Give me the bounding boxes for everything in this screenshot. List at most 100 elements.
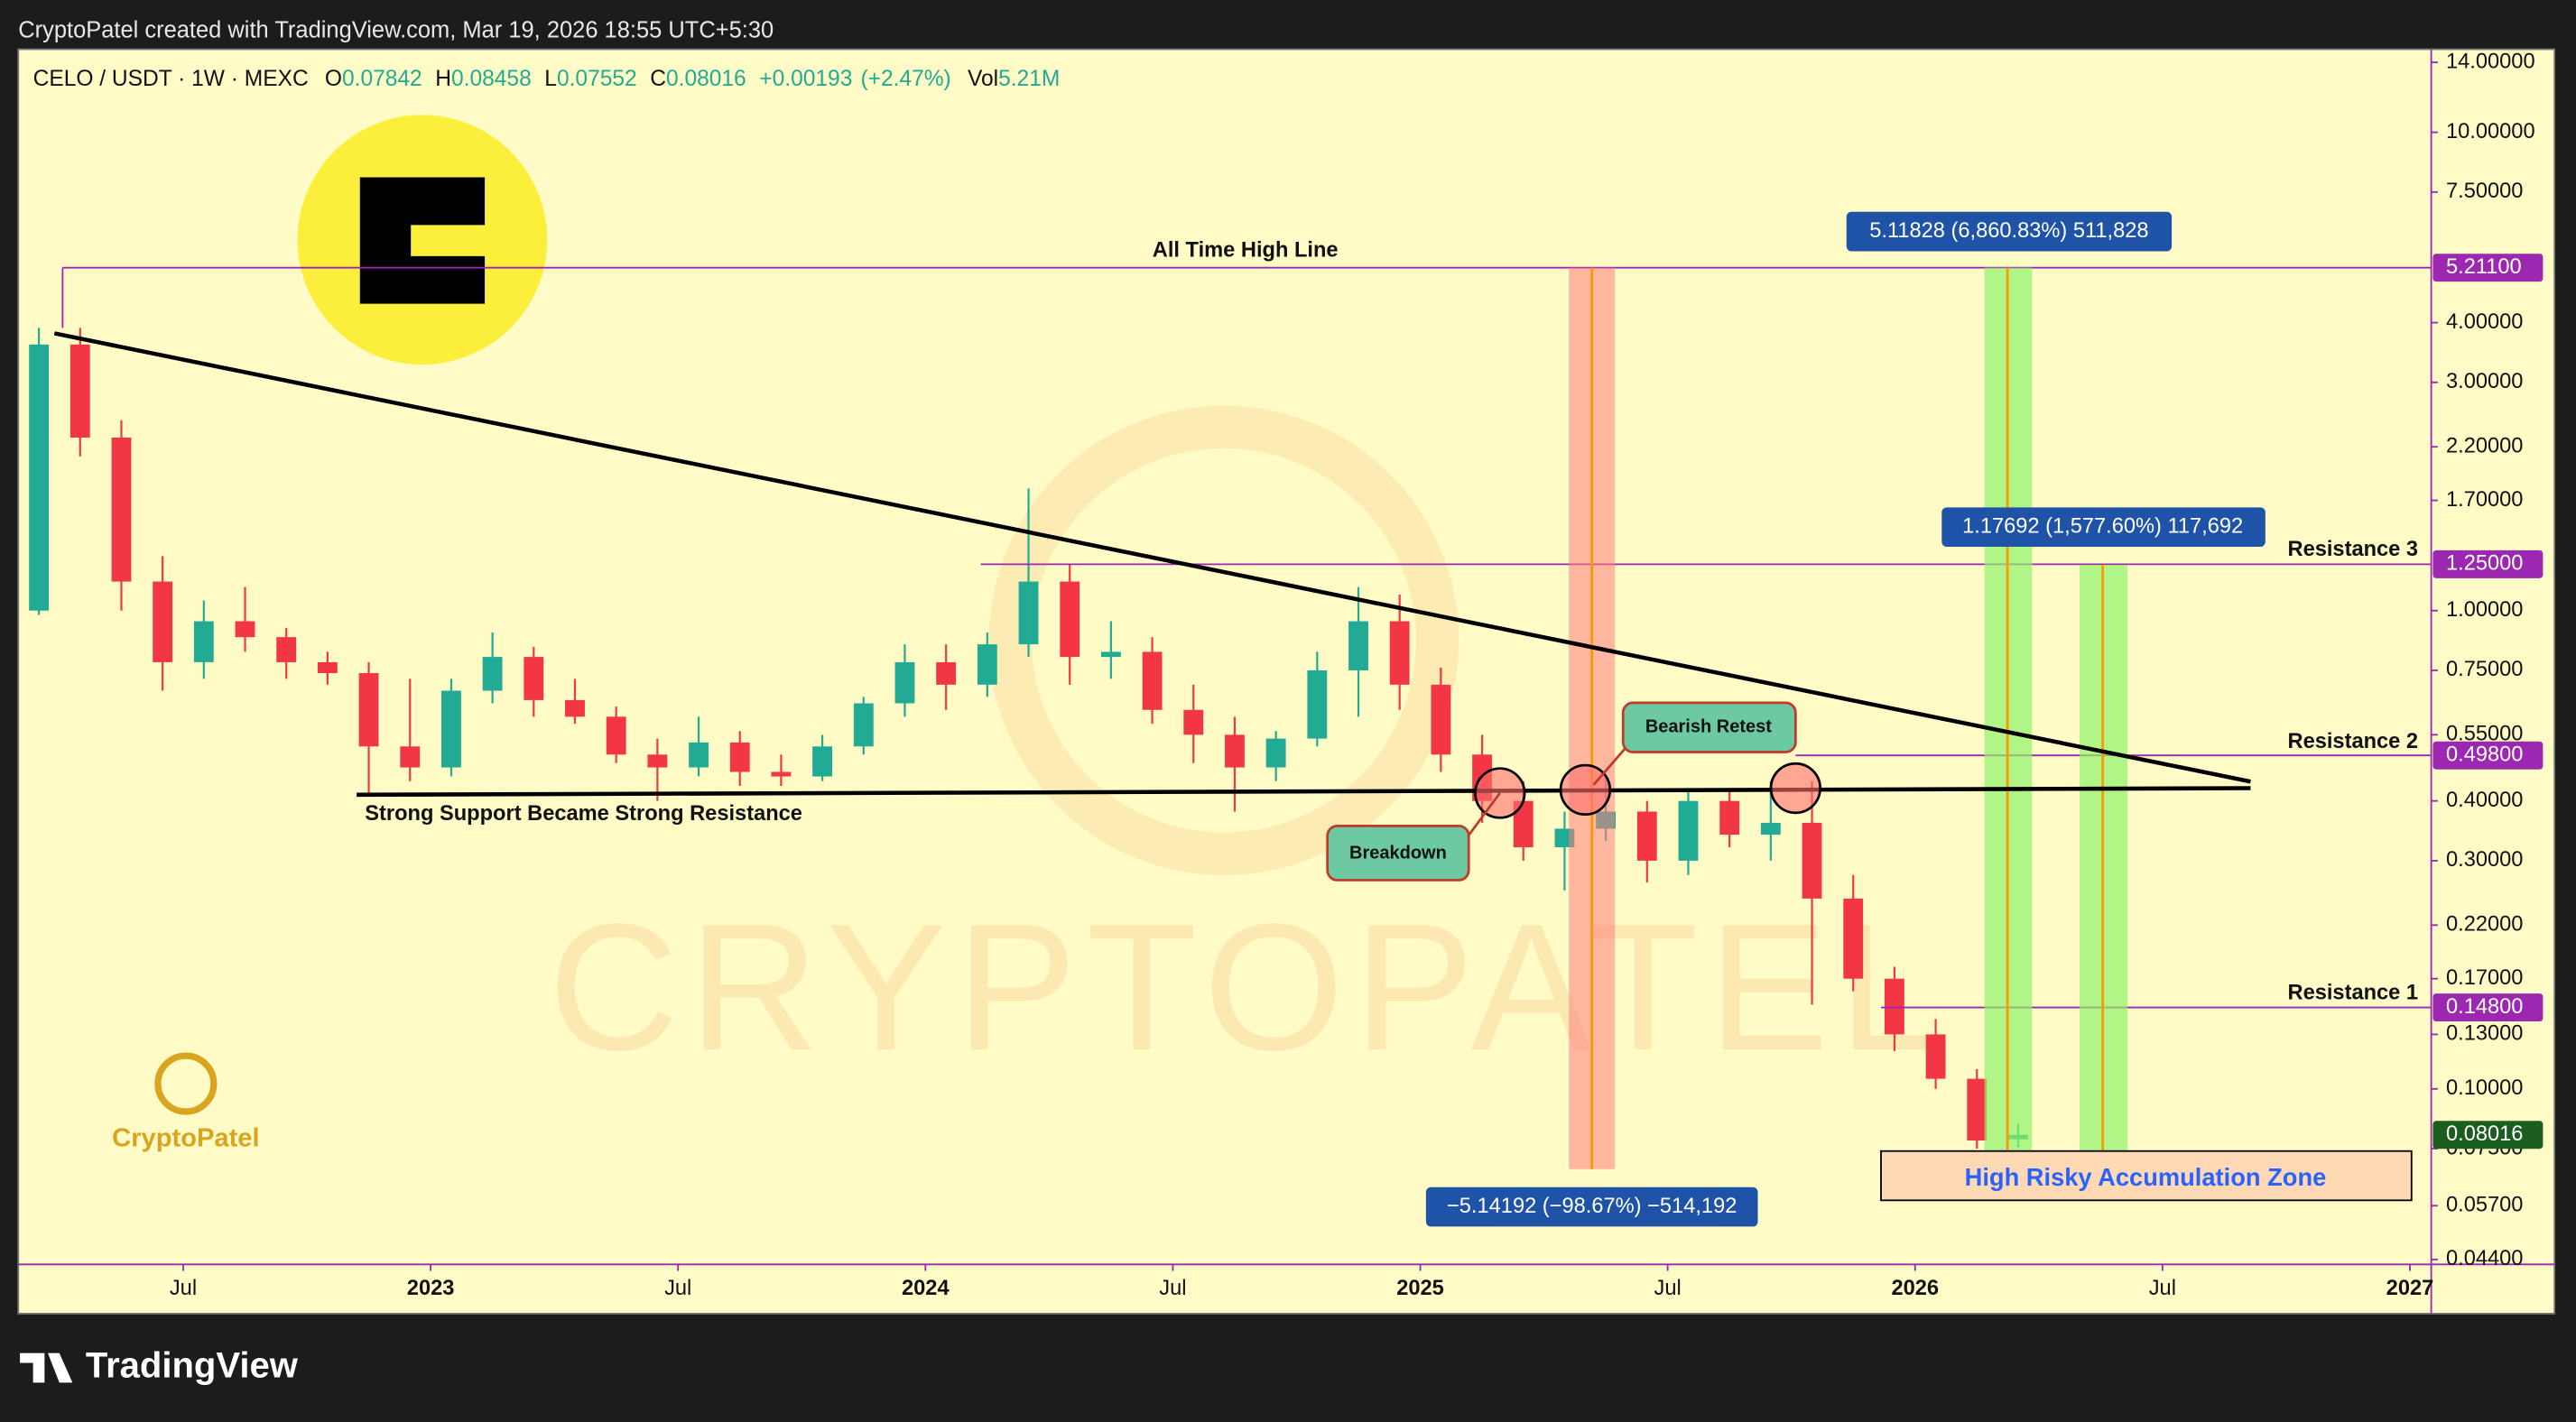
y-tick-label: 0.22000 xyxy=(2446,913,2523,937)
candle-body xyxy=(400,746,421,768)
candle-body xyxy=(1967,1078,1988,1141)
celo-logo-mark xyxy=(359,177,486,304)
legend-key: Vol xyxy=(968,68,998,92)
price-label: 1.25000 xyxy=(2446,552,2523,576)
candle-body xyxy=(1431,684,1451,755)
header-text: CryptoPatel created with TradingView.com… xyxy=(18,17,774,42)
legend-key: L xyxy=(544,68,557,92)
candle-body xyxy=(1265,738,1286,768)
resistance-label: Resistance 3 xyxy=(2288,538,2419,561)
candle-body xyxy=(812,746,833,777)
x-tick-label: Jul xyxy=(664,1277,691,1300)
candle-body xyxy=(441,690,461,768)
footer-brand: TradingView xyxy=(86,1346,299,1386)
zone-label: High Risky Accumulation Zone xyxy=(1965,1163,2327,1191)
x-tick-label: 2026 xyxy=(1891,1277,1939,1300)
watermark-logo xyxy=(988,405,1459,875)
support-line xyxy=(357,786,2251,798)
callout-pointer xyxy=(1466,792,1501,838)
candle-body xyxy=(689,742,709,768)
legend-value: 5.21M xyxy=(998,68,1060,92)
candle-body xyxy=(29,344,50,611)
candle-body xyxy=(647,754,668,768)
legend-value: 0.08016 xyxy=(666,68,746,92)
candle-body xyxy=(1100,651,1121,658)
price-label: 0.08016 xyxy=(2446,1122,2523,1146)
y-tick-label: 1.70000 xyxy=(2446,488,2523,512)
y-tick-label: 0.10000 xyxy=(2446,1076,2523,1100)
y-tick-label: 0.75000 xyxy=(2446,658,2523,681)
price-label-box xyxy=(2432,549,2544,578)
x-tick-label: 2024 xyxy=(902,1277,950,1300)
resistance-label: Resistance 1 xyxy=(2288,981,2419,1004)
x-tick-label: Jul xyxy=(1159,1277,1186,1300)
callout-box xyxy=(1621,701,1797,753)
candle-body xyxy=(1802,822,1822,899)
x-tick-label: 2025 xyxy=(1396,1277,1444,1300)
legend-symbol: CELO / USDT · 1W · MEXC xyxy=(33,68,309,92)
y-tick-label: 4.00000 xyxy=(2446,310,2523,334)
annotation-text: All Time High Line xyxy=(1153,239,1339,263)
candle-body xyxy=(1513,800,1534,848)
candle-body xyxy=(565,699,585,717)
candle-body xyxy=(1183,709,1204,735)
candle-body xyxy=(153,581,173,662)
candle-body xyxy=(771,771,792,777)
legend-key: C xyxy=(650,68,666,92)
price-label-box xyxy=(2432,993,2544,1022)
y-tick-label: 1.00000 xyxy=(2446,598,2523,622)
candle-body xyxy=(111,437,132,582)
y-tick-label: 0.13000 xyxy=(2446,1022,2523,1046)
legend-change-pct: (+2.47%) xyxy=(860,68,950,92)
watermark: CRYPTOPATEL xyxy=(549,887,1949,1088)
candle-body xyxy=(235,621,255,638)
price-label: 0.49800 xyxy=(2446,743,2523,766)
candle-body xyxy=(1060,581,1080,658)
price-label-box xyxy=(2432,254,2544,282)
legend-key: H xyxy=(435,68,451,92)
y-tick-label: 0.40000 xyxy=(2446,789,2523,812)
candle-body xyxy=(317,661,338,674)
candle-body xyxy=(1760,822,1781,836)
candle-body xyxy=(193,621,214,662)
y-tick-label: 0.05700 xyxy=(2446,1193,2523,1216)
marker-circle xyxy=(1769,762,1822,815)
x-tick-label: Jul xyxy=(2149,1277,2176,1300)
candle-body xyxy=(358,673,379,747)
candle-body xyxy=(1348,621,1368,670)
x-tick-label: Jul xyxy=(1654,1277,1682,1300)
candle-body xyxy=(1678,800,1699,861)
candle-body xyxy=(524,657,544,700)
candle-body xyxy=(977,644,997,685)
candle-body xyxy=(69,344,90,438)
callout-text: Bearish Retest xyxy=(1645,716,1772,736)
measure-text: −5.14192 (−98.67%) −514,192 xyxy=(1447,1195,1737,1218)
price-label: 5.21100 xyxy=(2446,255,2522,279)
measure-box xyxy=(1846,211,2173,252)
cryptopatel-text: CryptoPatel xyxy=(112,1124,259,1153)
candle-body xyxy=(1843,898,1864,979)
y-tick-label: 7.50000 xyxy=(2446,180,2523,203)
resistance-label: Resistance 2 xyxy=(2288,730,2419,753)
marker-circle xyxy=(1559,763,1612,817)
legend-value: 0.07552 xyxy=(557,68,637,92)
candle-body xyxy=(482,657,503,691)
y-tick-label: 0.04400 xyxy=(2446,1247,2523,1270)
candle-body xyxy=(1142,651,1163,710)
candle-body xyxy=(606,716,626,755)
tradingview-logo xyxy=(20,1353,73,1383)
price-label-box xyxy=(2432,741,2544,770)
measure-box xyxy=(1941,507,2266,548)
callout-pointer xyxy=(1592,746,1627,786)
cryptopatel-logo xyxy=(154,1052,218,1115)
candle-body xyxy=(1884,978,1904,1035)
y-tick-label: 10.00000 xyxy=(2446,120,2535,143)
x-tick-label: Jul xyxy=(170,1277,197,1300)
callout-text: Breakdown xyxy=(1349,844,1447,863)
y-tick-label: 0.17000 xyxy=(2446,966,2523,990)
candle-body xyxy=(894,661,915,704)
measure-text: 1.17692 (1,577.60%) 117,692 xyxy=(1962,514,2243,538)
y-tick-label: 0.30000 xyxy=(2446,848,2523,872)
